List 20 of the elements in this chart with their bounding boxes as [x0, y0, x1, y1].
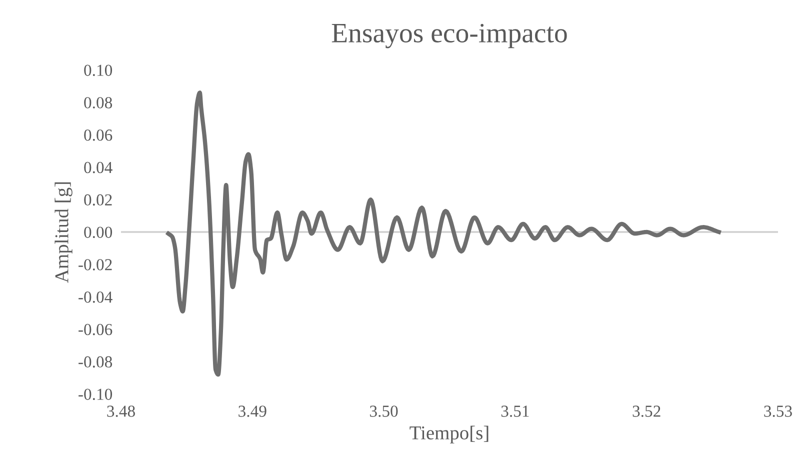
y-tick-label: 0.08 — [84, 97, 112, 108]
y-tick-label: 0.06 — [84, 130, 112, 141]
y-tick-label: -0.06 — [78, 324, 112, 336]
y-tick-label: 0.02 — [84, 194, 112, 206]
y-tick-label: -0.02 — [78, 259, 112, 270]
y-tick-label: 0.00 — [84, 226, 112, 238]
y-tick-label: 0.04 — [84, 162, 112, 174]
y-axis-title: Amplitud [g] — [54, 182, 72, 283]
y-tick-label: -0.04 — [78, 292, 112, 303]
chart-title: Ensayos eco-impacto — [332, 24, 567, 48]
y-tick-label: -0.10 — [78, 388, 112, 400]
x-tick-label: 3.51 — [501, 406, 529, 417]
x-axis-title: Tiempo[s] — [410, 426, 488, 444]
x-tick-label: 3.53 — [764, 406, 792, 417]
x-tick-label: 3.49 — [238, 406, 266, 417]
x-tick-label: 3.52 — [632, 406, 660, 417]
y-tick-label: 0.10 — [84, 64, 112, 76]
x-tick-label: 3.50 — [370, 406, 398, 417]
x-tick-label: 3.48 — [107, 406, 135, 417]
y-tick-label: -0.08 — [78, 356, 112, 368]
